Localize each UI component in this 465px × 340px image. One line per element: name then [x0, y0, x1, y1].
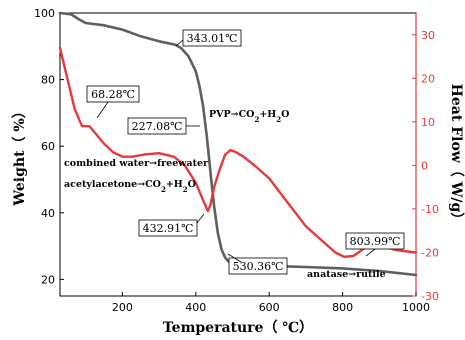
- left-axis-title: Weight（ %）: [12, 104, 28, 206]
- right-tick-label: -30: [421, 290, 439, 303]
- right-tick-label: -20: [421, 246, 439, 259]
- heat-flow-series-line: [58, 46, 418, 258]
- x-axis-title: Temperature（ ℃）: [163, 320, 313, 336]
- callout-text: 432.91℃: [143, 222, 194, 235]
- callout-text: 803.99℃: [350, 235, 401, 248]
- left-tick-label: 40: [41, 207, 55, 220]
- callout-432: 432.91℃: [138, 219, 198, 237]
- leader-line: [365, 248, 376, 257]
- right-tick-label: 20: [421, 72, 435, 85]
- right-tick-label: 10: [421, 116, 435, 129]
- right-axis-title: Heat Flow（ W/g）: [448, 84, 464, 227]
- x-tick-label: 1000: [402, 301, 430, 314]
- callout-803: 803.99℃: [345, 232, 405, 250]
- x-tick-label: 200: [112, 301, 133, 314]
- leader-line: [196, 213, 205, 224]
- callout-227: 227.08℃: [127, 117, 187, 135]
- callout-text: 227.08℃: [132, 120, 183, 133]
- x-tick-label: 400: [185, 301, 206, 314]
- annotation-acac: acetylacetone→CO2+H2O: [64, 179, 196, 194]
- leader-line: [96, 101, 109, 119]
- callout-text: 68.28℃: [91, 88, 135, 101]
- left-tick-label: 60: [41, 140, 55, 153]
- annotation-rutile: anatase→rutile: [307, 269, 386, 280]
- left-tick-label: 20: [41, 273, 55, 286]
- leader-line: [175, 39, 184, 47]
- callout-530: 530.36℃: [228, 257, 288, 275]
- annotation-water: combined water→freewater: [64, 158, 209, 169]
- x-tick-label: 600: [259, 301, 280, 314]
- annotation-pvp: PVP→CO2+H2O: [209, 109, 289, 124]
- right-tick-label: 30: [421, 29, 435, 42]
- right-tick-label: 0: [421, 159, 428, 172]
- leader-line: [227, 253, 242, 263]
- callout-text: 343.01℃: [187, 32, 238, 45]
- left-tick-label: 80: [41, 74, 55, 87]
- callout-68: 68.28℃: [86, 85, 140, 103]
- right-tick-label: -10: [421, 203, 439, 216]
- callout-text: 530.36℃: [233, 260, 284, 273]
- left-tick-label: 100: [34, 7, 55, 20]
- x-tick-label: 800: [332, 301, 353, 314]
- callout-343: 343.01℃: [182, 29, 242, 47]
